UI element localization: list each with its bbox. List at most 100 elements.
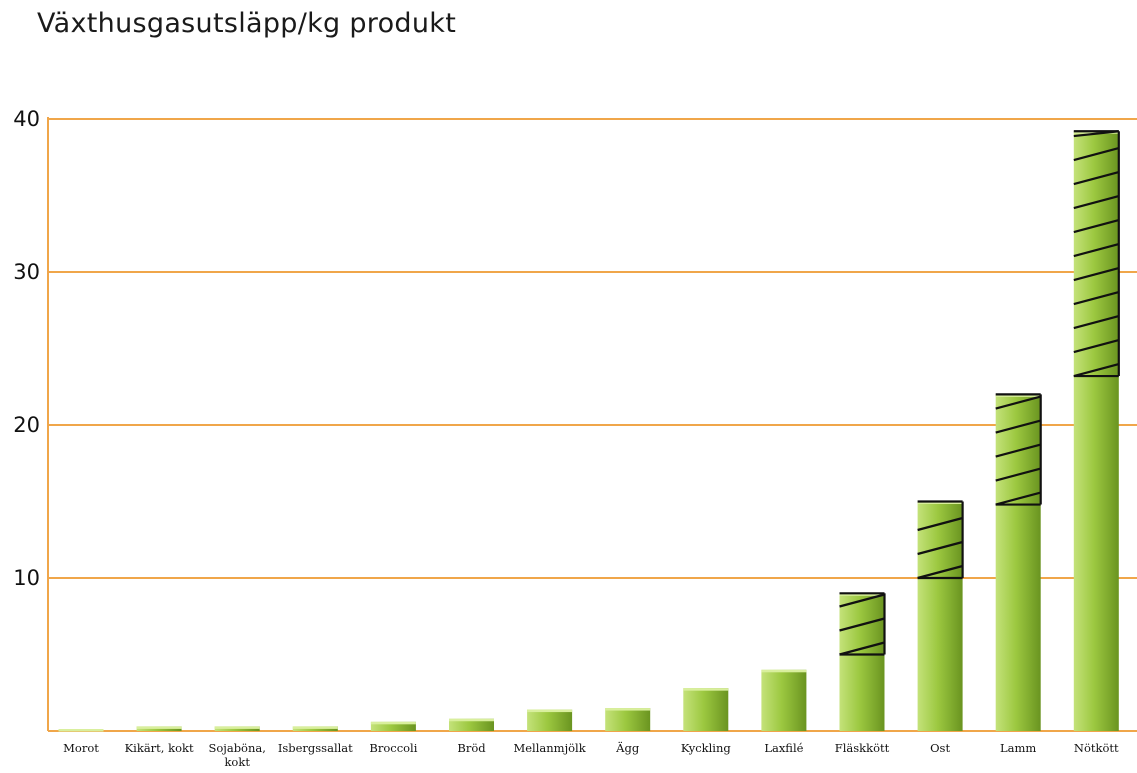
x-tick-line: Fläskkött (835, 741, 890, 755)
bar-top-highlight (839, 593, 885, 596)
hatch-stroke (917, 516, 963, 532)
bar-group (917, 500, 964, 731)
x-tick-label: Ägg (615, 741, 640, 755)
x-tick-line: Broccoli (369, 741, 417, 755)
x-tick-label: Ost (930, 741, 950, 755)
bar-top-highlight (136, 726, 182, 729)
x-tick-label: Lamm (1000, 741, 1036, 755)
gridlines (47, 117, 1137, 732)
bar-top-highlight (761, 669, 807, 673)
chart-title: Växthusgasutsläpp/kg produkt (37, 8, 457, 39)
x-tick-label: Morot (63, 741, 99, 755)
bar-top-highlight (58, 729, 104, 732)
hatch-stroke (1073, 290, 1120, 306)
hatch-stroke (995, 443, 1041, 458)
bar (839, 593, 885, 731)
x-tick-line: kokt (224, 755, 250, 769)
hatch-stroke (839, 617, 885, 632)
hatch-stroke (1073, 314, 1120, 330)
x-axis: Morot Kikärt, kokt Sojaböna, kokt Isbergssal… (63, 741, 1119, 769)
x-tick-line: Morot (63, 741, 99, 755)
x-tick-label: Fläskkött (835, 741, 890, 755)
bar-group (761, 669, 807, 731)
bar-top-highlight (527, 709, 573, 713)
hatch-stroke (1073, 218, 1120, 234)
bar (761, 669, 807, 731)
bar-top-highlight (214, 726, 260, 729)
x-tick-line: Bröd (457, 741, 486, 755)
bar-hatch (1073, 130, 1120, 378)
hatch-stroke (995, 395, 1041, 410)
x-tick-label: Kyckling (681, 741, 732, 755)
bar-group (995, 393, 1042, 731)
x-tick-label: Nötkött (1074, 741, 1119, 755)
x-tick-line: Kyckling (681, 741, 732, 755)
x-tick-line: Lamm (1000, 741, 1036, 755)
hatch-stroke (1073, 194, 1120, 210)
bar-group (449, 718, 494, 731)
x-tick-line: Isbergssallat (278, 741, 353, 755)
x-tick-label: Isbergssallat (278, 741, 353, 755)
bar-group (839, 592, 886, 731)
y-tick-label: 20 (13, 413, 40, 437)
x-tick-line: Nötkött (1074, 741, 1119, 755)
hatch-stroke (1073, 338, 1120, 354)
hatch-stroke (995, 419, 1041, 434)
bar-group (683, 688, 729, 731)
hatch-stroke (839, 593, 885, 608)
x-tick-line: Ost (930, 741, 950, 755)
x-tick-label: Sojaböna, kokt (208, 741, 265, 769)
bar (527, 709, 573, 731)
bar-hatch (839, 592, 886, 656)
hatch-stroke (995, 491, 1041, 506)
x-tick-label: Kikärt, kokt (125, 741, 194, 755)
bar-hatch (917, 500, 964, 580)
hatch-stroke (1073, 170, 1120, 186)
bar (917, 501, 963, 731)
bar-top-highlight (449, 718, 494, 722)
x-tick-label: Broccoli (369, 741, 417, 755)
hatch-stroke (1073, 130, 1119, 138)
x-tick-line: Laxfilé (764, 741, 803, 755)
bar (995, 394, 1041, 731)
x-tick-label: Mellanmjölk (513, 741, 586, 755)
x-tick-line: Sojaböna, (208, 741, 265, 755)
bar (605, 708, 651, 731)
bar (449, 718, 494, 731)
bar-top-highlight (1073, 131, 1119, 134)
hatch-stroke (995, 467, 1041, 482)
bar-top-highlight (683, 688, 729, 691)
bar-group (605, 708, 651, 731)
hatch-stroke (839, 641, 885, 656)
y-tick-label: 40 (13, 107, 40, 131)
hatch-stroke (917, 540, 963, 556)
bar-top-highlight (370, 721, 416, 725)
bar-group (136, 726, 182, 731)
bar (1073, 131, 1119, 732)
x-tick-label: Laxfilé (764, 741, 803, 755)
hatch-stroke (917, 564, 963, 580)
bar (683, 688, 729, 731)
hatch-stroke (1073, 146, 1120, 162)
x-tick-line: Ägg (615, 741, 640, 755)
x-tick-label: Bröd (457, 741, 486, 755)
x-tick-line: Kikärt, kokt (125, 741, 194, 755)
bar-top-highlight (917, 501, 963, 504)
bar-top-highlight (292, 726, 338, 729)
bar-group (1073, 130, 1120, 732)
x-tick-line: Mellanmjölk (513, 741, 586, 755)
bar-group (58, 729, 104, 732)
bar-group (370, 721, 416, 731)
bar (370, 721, 416, 731)
hatch-stroke (1073, 362, 1120, 378)
bars (58, 130, 1120, 732)
y-tick-label: 30 (13, 260, 40, 284)
bar-group (292, 726, 338, 731)
bar-top-highlight (995, 394, 1041, 397)
y-axis: 10 20 30 40 (13, 107, 40, 590)
bar-group (527, 709, 573, 731)
hatch-stroke (1073, 242, 1120, 258)
hatch-stroke (1073, 266, 1120, 282)
bar-top-highlight (605, 708, 651, 711)
